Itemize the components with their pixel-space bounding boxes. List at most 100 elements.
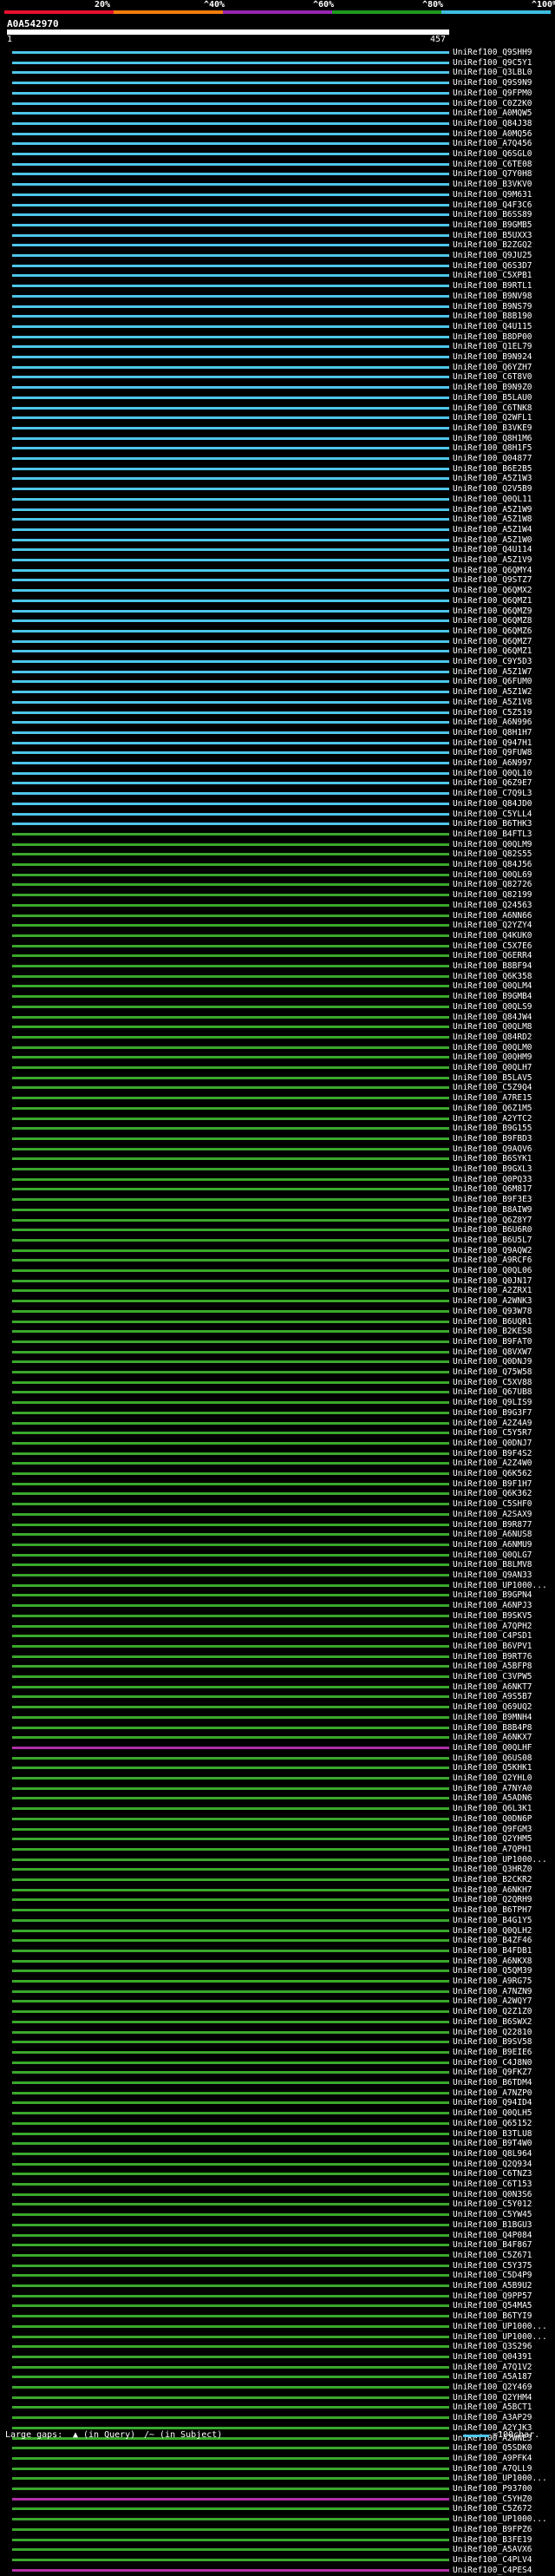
hit-label[interactable]: UniRef100_Q0DN6P: [453, 1813, 532, 1824]
hit-label[interactable]: UniRef100_C5Z519: [453, 707, 532, 718]
hit-row[interactable]: UniRef100_A0MQ56: [0, 129, 555, 140]
hit-row[interactable]: UniRef100_Q0QL06: [0, 1266, 555, 1276]
hit-label[interactable]: UniRef100_Q04391: [453, 2351, 532, 2362]
hit-row[interactable]: UniRef100_B4ZF46: [0, 1936, 555, 1946]
hit-label[interactable]: UniRef100_Q7Y0H8: [453, 169, 532, 180]
hit-label[interactable]: UniRef100_Q0QLH5: [453, 2108, 532, 2119]
hit-row[interactable]: UniRef100_B9R877: [0, 1520, 555, 1531]
hit-row[interactable]: UniRef100_Q6QMZ8: [0, 616, 555, 626]
hit-label[interactable]: UniRef100_B6U6R0: [453, 1225, 532, 1236]
hit-row[interactable]: UniRef100_Q84RD2: [0, 1032, 555, 1043]
hit-label[interactable]: UniRef100_A2WNK3: [453, 1296, 532, 1307]
hit-label[interactable]: UniRef100_C0Z2K0: [453, 98, 532, 108]
hit-row[interactable]: UniRef100_C5Y012: [0, 2199, 555, 2210]
hit-row[interactable]: UniRef100_Q1EL79: [0, 342, 555, 352]
hit-label[interactable]: UniRef100_Q9AQV6: [453, 1144, 532, 1154]
hit-label[interactable]: UniRef100_A6N996: [453, 718, 532, 728]
hit-row[interactable]: UniRef100_B1BGU3: [0, 2220, 555, 2231]
hit-row[interactable]: UniRef100_Q84JD0: [0, 799, 555, 810]
hit-label[interactable]: UniRef100_B9N9Z0: [453, 383, 532, 393]
hit-row[interactable]: UniRef100_B4FTL3: [0, 829, 555, 840]
hit-row[interactable]: UniRef100_B6VPV1: [0, 1642, 555, 1652]
hit-label[interactable]: UniRef100_Q0QLM9: [453, 839, 532, 849]
hit-row[interactable]: UniRef100_B5UXX3: [0, 231, 555, 241]
hit-row[interactable]: UniRef100_Q0QLG7: [0, 1550, 555, 1561]
hit-label[interactable]: UniRef100_A9RG75: [453, 1976, 532, 1986]
hit-label[interactable]: UniRef100_UP1000...: [453, 2321, 547, 2331]
hit-label[interactable]: UniRef100_C5Z671: [453, 2250, 532, 2260]
hit-row[interactable]: UniRef100_C5Y375: [0, 2261, 555, 2271]
hit-row[interactable]: UniRef100_Q9AN33: [0, 1570, 555, 1581]
hit-row[interactable]: UniRef100_Q0QLH2: [0, 1926, 555, 1937]
hit-label[interactable]: UniRef100_Q2YHL0: [453, 1773, 532, 1783]
hit-row[interactable]: UniRef100_B8BF94: [0, 961, 555, 972]
hit-row[interactable]: UniRef100_Q0QLM0: [0, 1043, 555, 1053]
hit-label[interactable]: UniRef100_B9GPN4: [453, 1590, 532, 1601]
hit-row[interactable]: UniRef100_B6SS89: [0, 210, 555, 220]
hit-row[interactable]: UniRef100_B4G1Y5: [0, 1916, 555, 1926]
hit-label[interactable]: UniRef100_Q4U114: [453, 545, 532, 555]
hit-label[interactable]: UniRef100_A2Z4A9: [453, 1418, 532, 1428]
hit-label[interactable]: UniRef100_Q2Q934: [453, 2159, 532, 2169]
hit-row[interactable]: UniRef100_A2Z4W0: [0, 1458, 555, 1469]
hit-row[interactable]: UniRef100_A6NPJ3: [0, 1601, 555, 1611]
hit-row[interactable]: UniRef100_Q8H1M6: [0, 434, 555, 444]
hit-row[interactable]: UniRef100_C6T8V0: [0, 372, 555, 383]
hit-label[interactable]: UniRef100_B9T4W0: [453, 2139, 532, 2149]
hit-label[interactable]: UniRef100_B9GMB4: [453, 992, 532, 1002]
hit-row[interactable]: UniRef100_Q6FUM0: [0, 677, 555, 687]
hit-row[interactable]: UniRef100_Q6QMX2: [0, 586, 555, 596]
hit-label[interactable]: UniRef100_Q4U115: [453, 321, 532, 331]
hit-row[interactable]: UniRef100_A2YTC2: [0, 1114, 555, 1124]
hit-label[interactable]: UniRef100_A5Z1W9: [453, 504, 532, 515]
hit-row[interactable]: UniRef100_UP1000...: [0, 2514, 555, 2525]
hit-label[interactable]: UniRef100_A2Z4W0: [453, 1458, 532, 1469]
hit-label[interactable]: UniRef100_Q2V5B9: [453, 484, 532, 495]
hit-label[interactable]: UniRef100_A6NKX7: [453, 1733, 532, 1743]
hit-label[interactable]: UniRef100_B6SS89: [453, 210, 532, 220]
hit-row[interactable]: UniRef100_Q6Z1M5: [0, 1104, 555, 1114]
hit-label[interactable]: UniRef100_A6NKH7: [453, 1884, 532, 1895]
hit-row[interactable]: UniRef100_B9GMB5: [0, 220, 555, 231]
hit-label[interactable]: UniRef100_Q9FKZ7: [453, 2068, 532, 2078]
hit-row[interactable]: UniRef100_B9RT76: [0, 1652, 555, 1662]
hit-row[interactable]: UniRef100_Q9C5Y1: [0, 58, 555, 69]
hit-row[interactable]: UniRef100_C5Z519: [0, 708, 555, 718]
hit-row[interactable]: UniRef100_Q0JN17: [0, 1276, 555, 1287]
hit-row[interactable]: UniRef100_Q0QLS9: [0, 1002, 555, 1013]
hit-label[interactable]: UniRef100_A6NKX8: [453, 1956, 532, 1966]
hit-label[interactable]: UniRef100_Q84JD0: [453, 798, 532, 809]
hit-label[interactable]: UniRef100_B6UQR1: [453, 1316, 532, 1327]
hit-label[interactable]: UniRef100_Q947H1: [453, 737, 532, 748]
hit-row[interactable]: UniRef100_B3VKE9: [0, 423, 555, 434]
hit-label[interactable]: UniRef100_A6NUS8: [453, 1530, 532, 1540]
hit-label[interactable]: UniRef100_A7NYA0: [453, 1783, 532, 1793]
hit-label[interactable]: UniRef100_Q6QMZ8: [453, 616, 532, 626]
hit-row[interactable]: UniRef100_Q22810: [0, 2028, 555, 2038]
hit-label[interactable]: UniRef100_A0MQW5: [453, 108, 532, 119]
hit-label[interactable]: UniRef100_UP1000...: [453, 1580, 547, 1590]
hit-label[interactable]: UniRef100_Q0QLH7: [453, 1063, 532, 1072]
hit-row[interactable]: UniRef100_A5BFP8: [0, 1662, 555, 1672]
hit-label[interactable]: UniRef100_C5Y012: [453, 2199, 532, 2210]
hit-row[interactable]: UniRef100_B9N924: [0, 352, 555, 363]
hit-label[interactable]: UniRef100_Q6US08: [453, 1753, 532, 1763]
hit-label[interactable]: UniRef100_C5X7E6: [453, 941, 532, 951]
hit-row[interactable]: UniRef100_Q5QM39: [0, 1966, 555, 1976]
hit-row[interactable]: UniRef100_Q2YZY4: [0, 921, 555, 931]
hit-label[interactable]: UniRef100_A5ADN6: [453, 1793, 532, 1804]
hit-label[interactable]: UniRef100_B8DP00: [453, 331, 532, 342]
hit-row[interactable]: UniRef100_C0Z2K0: [0, 99, 555, 109]
hit-row[interactable]: UniRef100_B3FE19: [0, 2535, 555, 2546]
hit-label[interactable]: UniRef100_Q4KUK0: [453, 930, 532, 941]
hit-row[interactable]: UniRef100_A7NZN9: [0, 1987, 555, 1997]
hit-row[interactable]: UniRef100_Q9S9N9: [0, 78, 555, 88]
hit-row[interactable]: UniRef100_A5Z1V9: [0, 555, 555, 566]
hit-label[interactable]: UniRef100_B8B190: [453, 311, 532, 322]
hit-row[interactable]: UniRef100_B9NV98: [0, 292, 555, 302]
hit-row[interactable]: UniRef100_Q24563: [0, 901, 555, 911]
hit-label[interactable]: UniRef100_Q6K362: [453, 1489, 532, 1499]
hit-row[interactable]: UniRef100_B8DP00: [0, 332, 555, 343]
hit-row[interactable]: UniRef100_Q0QL69: [0, 870, 555, 881]
hit-label[interactable]: UniRef100_P93700: [453, 2484, 532, 2494]
